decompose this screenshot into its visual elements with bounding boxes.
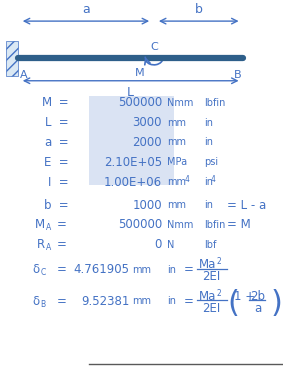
Text: mm: mm	[167, 117, 186, 127]
Bar	[89, 96, 174, 185]
Text: 2: 2	[217, 257, 221, 266]
Text: M: M	[42, 96, 52, 109]
Text: 0: 0	[154, 238, 162, 251]
Text: b: b	[44, 199, 52, 211]
Text: =: =	[55, 199, 68, 211]
Text: 500000: 500000	[118, 96, 162, 109]
Text: I: I	[48, 175, 52, 189]
Text: =: =	[55, 96, 68, 109]
Text: in: in	[167, 296, 176, 307]
Text: 500000: 500000	[118, 218, 162, 232]
Text: C: C	[41, 268, 46, 277]
Text: M: M	[34, 218, 45, 232]
Text: Ma: Ma	[199, 258, 216, 271]
Text: mm: mm	[167, 138, 186, 147]
Text: Nmm: Nmm	[167, 98, 193, 108]
Text: 1 +: 1 +	[233, 290, 255, 303]
Text: E: E	[44, 156, 52, 169]
Text: =: =	[55, 175, 68, 189]
Text: in: in	[204, 200, 213, 210]
Text: Ma: Ma	[199, 290, 216, 303]
Text: 4: 4	[211, 175, 215, 184]
Text: B: B	[234, 70, 241, 80]
Text: ): )	[270, 289, 282, 318]
Text: 2b: 2b	[251, 290, 265, 303]
Text: mm: mm	[167, 200, 186, 210]
Text: R: R	[36, 238, 45, 251]
Text: =: =	[57, 218, 66, 232]
Text: 2000: 2000	[132, 136, 162, 149]
Text: a: a	[255, 302, 262, 315]
Text: 2: 2	[217, 289, 221, 298]
Text: =: =	[184, 263, 194, 276]
Text: 1000: 1000	[132, 199, 162, 211]
Text: δ: δ	[32, 295, 40, 308]
Text: =: =	[55, 156, 68, 169]
Text: in: in	[204, 177, 213, 187]
Text: psi: psi	[204, 157, 218, 167]
Text: 9.52381: 9.52381	[81, 295, 129, 308]
Text: M: M	[135, 68, 145, 78]
Text: in: in	[204, 117, 213, 127]
Text: 2EI: 2EI	[202, 270, 220, 283]
Text: mm: mm	[167, 177, 186, 187]
Text: 4.761905: 4.761905	[73, 263, 129, 276]
Text: 2.10E+05: 2.10E+05	[104, 156, 162, 169]
Text: 1.00E+06: 1.00E+06	[104, 175, 162, 189]
Text: lbfin: lbfin	[204, 98, 225, 108]
Text: A: A	[20, 70, 27, 80]
Text: A: A	[46, 243, 51, 252]
Text: =: =	[55, 136, 68, 149]
Text: C: C	[150, 42, 158, 52]
Text: in: in	[167, 265, 176, 275]
Text: L: L	[127, 86, 134, 99]
Text: L: L	[45, 116, 52, 129]
Text: Nmm: Nmm	[167, 220, 193, 230]
Text: b: b	[195, 3, 203, 16]
Text: N: N	[167, 240, 174, 250]
Text: = M: = M	[227, 218, 250, 232]
Text: =: =	[57, 295, 66, 308]
Text: MPa: MPa	[167, 157, 187, 167]
Text: A: A	[46, 223, 51, 232]
Text: B: B	[41, 300, 46, 309]
Text: a: a	[44, 136, 52, 149]
Text: (: (	[227, 289, 239, 318]
Text: =: =	[184, 295, 194, 308]
Text: = L - a: = L - a	[227, 199, 266, 211]
Text: =: =	[57, 238, 66, 251]
Text: lbfin: lbfin	[204, 220, 225, 230]
Text: =: =	[55, 116, 68, 129]
Text: lbf: lbf	[204, 240, 216, 250]
Text: mm: mm	[132, 265, 151, 275]
Text: 2EI: 2EI	[202, 302, 220, 315]
Text: =: =	[57, 263, 66, 276]
Text: mm: mm	[132, 296, 151, 307]
Text: a: a	[82, 3, 90, 16]
Text: δ: δ	[32, 263, 40, 276]
Text: 3000: 3000	[133, 116, 162, 129]
Text: 4: 4	[185, 175, 190, 184]
Text: in: in	[204, 138, 213, 147]
Bar	[6, 41, 18, 76]
